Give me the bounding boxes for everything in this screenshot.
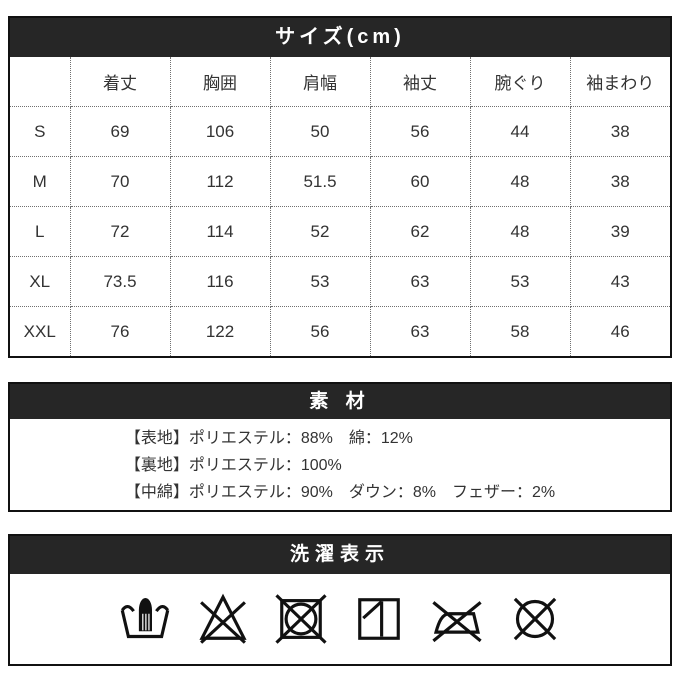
column-header-sleeve-length: 袖丈 [369,57,471,107]
size-value-cell: 112 [169,156,271,207]
size-value-cell: 48 [469,206,571,257]
corner-cell [10,57,71,107]
table-row-l: L 72 114 52 62 48 39 [10,206,670,257]
table-row-xxl: XXL 76 122 56 63 58 46 [10,306,670,356]
size-value-cell: 38 [569,156,670,207]
material-line-padding: 【中綿】ポリエステル：90% ダウン：8% フェザー：2% [124,484,556,501]
column-header-chest: 胸囲 [169,57,271,107]
size-value-cell: 50 [269,106,371,157]
table-row-xl: XL 73.5 116 53 63 53 43 [10,256,670,307]
size-value-cell: 56 [269,306,371,356]
size-chart-section: サイズ(cm) 着丈 胸囲 肩幅 袖丈 腕ぐり 袖まわり S 69 106 [8,16,672,358]
material-body: 【表地】ポリエステル：88% 綿：12% 【裏地】ポリエステル：100% 【中綿… [10,419,670,510]
size-value-cell: 60 [369,156,471,207]
size-value-cell: 122 [169,306,271,356]
size-chart-title-bar: サイズ(cm) [10,18,670,57]
size-value-cell: 116 [169,256,271,307]
size-value-cell: 72 [69,206,171,257]
size-label: XL [10,256,71,307]
material-title: 素 材 [309,391,371,412]
material-title-bar: 素 材 [10,384,670,419]
size-value-cell: 114 [169,206,271,257]
column-header-body-length: 着丈 [69,57,171,107]
hand-wash-icon [117,591,173,647]
column-header-armhole: 腕ぐり [469,57,571,107]
size-value-cell: 62 [369,206,471,257]
product-spec-sheet: サイズ(cm) 着丈 胸囲 肩幅 袖丈 腕ぐり 袖まわり S 69 106 [8,16,672,666]
size-value-cell: 46 [569,306,670,356]
care-section: 洗濯表示 [8,534,672,666]
size-value-cell: 38 [569,106,670,157]
size-value-cell: 69 [69,106,171,157]
column-header-sleeve-circumference: 袖まわり [569,57,670,107]
size-value-cell: 51.5 [269,156,371,207]
size-table: 着丈 胸囲 肩幅 袖丈 腕ぐり 袖まわり S 69 106 50 56 44 3… [10,57,670,356]
size-value-cell: 52 [269,206,371,257]
material-section: 素 材 【表地】ポリエステル：88% 綿：12% 【裏地】ポリエステル：100%… [8,382,672,512]
size-value-cell: 106 [169,106,271,157]
size-label: XXL [10,306,71,356]
size-value-cell: 43 [569,256,670,307]
size-value-cell: 76 [69,306,171,356]
size-value-cell: 63 [369,256,471,307]
material-line-shell: 【表地】ポリエステル：88% 綿：12% [124,430,413,447]
size-value-cell: 56 [369,106,471,157]
size-label: S [10,106,71,157]
shade-hang-dry-icon [351,591,407,647]
size-chart-title: サイズ(cm) [275,26,405,48]
size-value-cell: 63 [369,306,471,356]
size-value-cell: 70 [69,156,171,207]
care-icons-row [10,574,670,664]
do-not-iron-icon [429,591,485,647]
column-header-shoulder-width: 肩幅 [269,57,371,107]
size-value-cell: 48 [469,156,571,207]
material-lines: 【表地】ポリエステル：88% 綿：12% 【裏地】ポリエステル：100% 【中綿… [125,425,555,506]
size-value-cell: 44 [469,106,571,157]
size-label: L [10,206,71,257]
size-label: M [10,156,71,207]
do-not-bleach-icon [195,591,251,647]
do-not-dry-clean-icon [507,591,563,647]
size-value-cell: 39 [569,206,670,257]
size-value-cell: 53 [269,256,371,307]
do-not-tumble-dry-icon [273,591,329,647]
table-row-s: S 69 106 50 56 44 38 [10,106,670,157]
size-value-cell: 73.5 [69,256,171,307]
size-table-header-row: 着丈 胸囲 肩幅 袖丈 腕ぐり 袖まわり [10,57,670,107]
size-value-cell: 58 [469,306,571,356]
care-title: 洗濯表示 [289,544,390,565]
care-title-bar: 洗濯表示 [10,536,670,574]
size-value-cell: 53 [469,256,571,307]
material-line-lining: 【裏地】ポリエステル：100% [124,457,342,474]
table-row-m: M 70 112 51.5 60 48 38 [10,156,670,207]
